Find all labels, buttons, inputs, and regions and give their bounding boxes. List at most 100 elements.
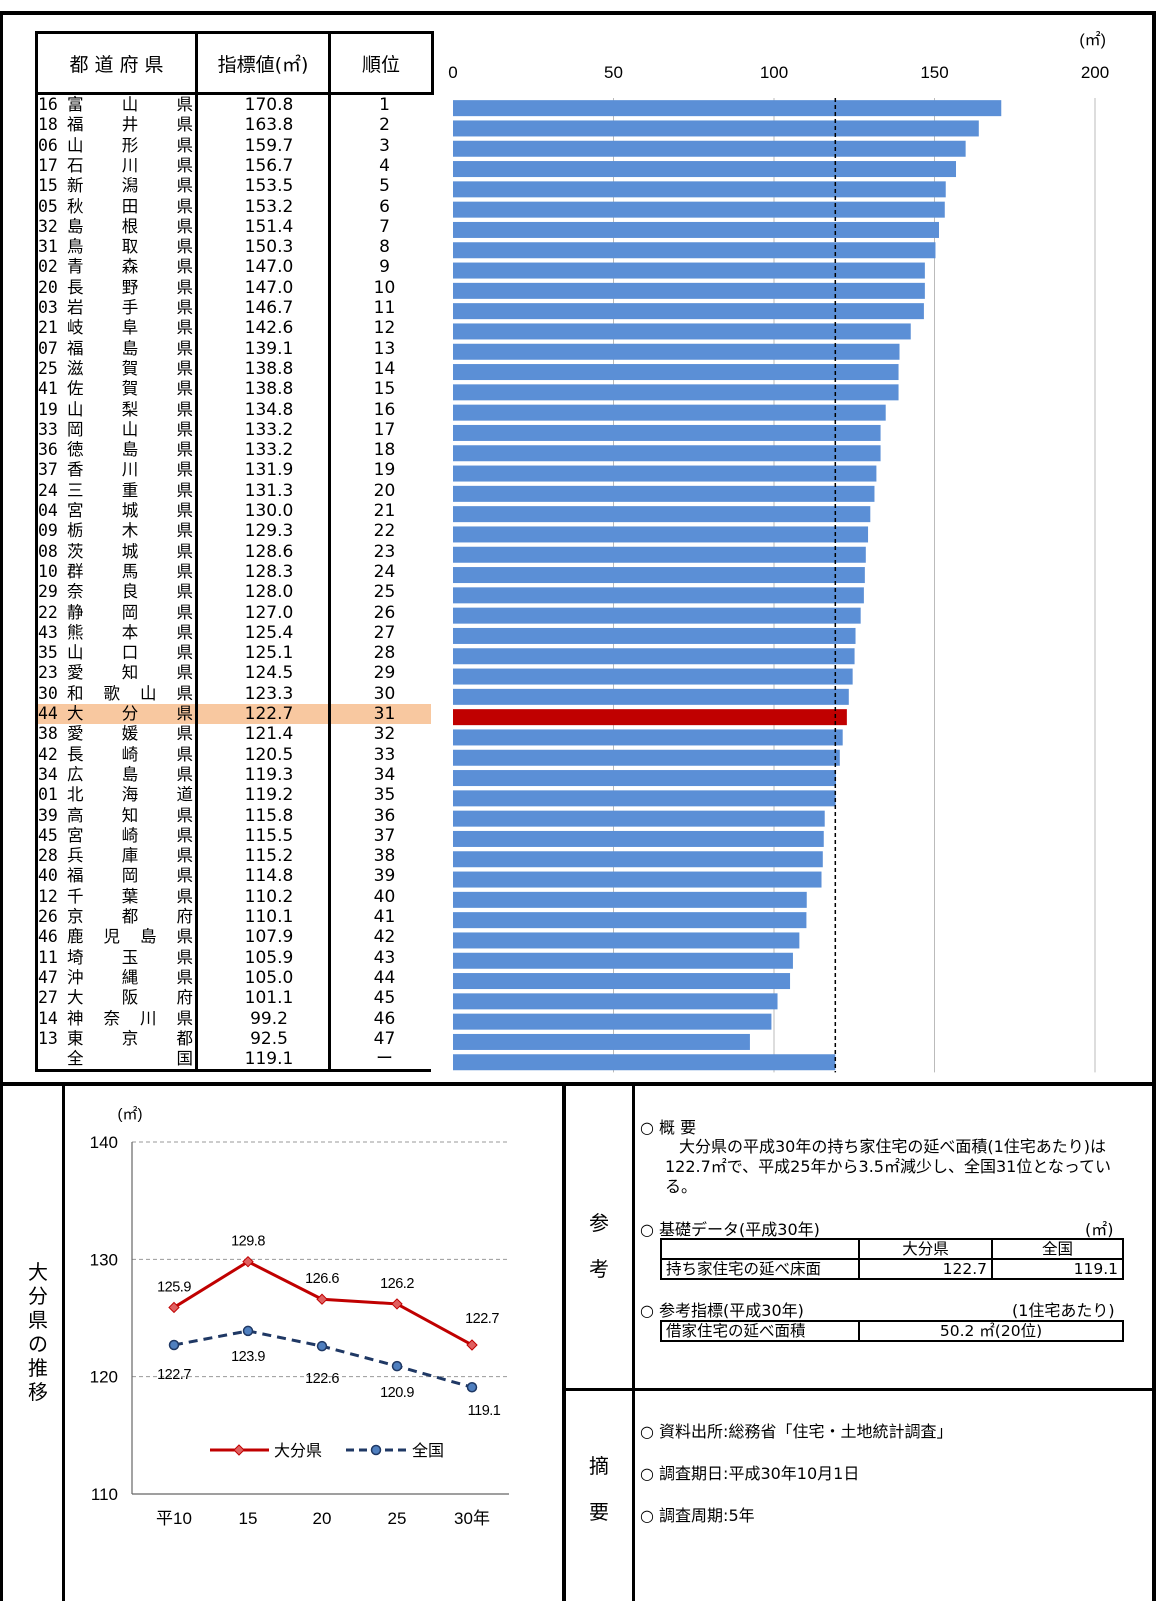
overview-text: 大分県の平成30年の持ち家住宅の延べ面積(1住宅あたり)は122.7㎡で、平成2… (665, 1137, 1112, 1196)
bar (453, 1013, 772, 1030)
bar (453, 729, 843, 746)
basic-data-title: ○ 基礎データ(平成30年) (640, 1220, 820, 1239)
pref-cell: 05 秋田県 (38, 197, 195, 217)
pref-cell: 全国 (38, 1049, 195, 1069)
rank-cell: 18 (373, 440, 396, 461)
rank-cell: 24 (373, 561, 396, 582)
pref-code: 13 (38, 1028, 58, 1048)
data-label: 125.9 (157, 1279, 191, 1295)
data-label: 122.6 (305, 1371, 339, 1387)
table-row: 02 青森県 147.0 9 (38, 257, 431, 277)
column-divider (328, 94, 331, 1072)
section-divider (62, 1086, 65, 1601)
pref-name: 神奈川県 (67, 1008, 193, 1028)
value-cell: 105.0 (244, 967, 294, 988)
rank-cell: 25 (373, 582, 396, 603)
y-tick-label: 130 (90, 1250, 118, 1269)
table-row: 04 宮城県 130.0 21 (38, 501, 431, 521)
pref-name: 滋賀県 (67, 358, 193, 378)
pref-code: 06 (38, 135, 58, 155)
bar (453, 668, 853, 685)
pref-code: 47 (38, 967, 58, 987)
bar (453, 404, 886, 421)
value-cell: 123.3 (244, 683, 294, 704)
value-cell: 142.6 (244, 318, 294, 339)
table-row: 10 群馬県 128.3 24 (38, 562, 431, 582)
rank-cell: 7 (379, 216, 390, 237)
pref-code: 07 (38, 338, 58, 358)
pref-code: 31 (38, 237, 58, 257)
table-row: 36 徳島県 133.2 18 (38, 440, 431, 460)
pref-name: 長野県 (67, 277, 193, 297)
rank-cell: 29 (373, 663, 396, 684)
rank-cell: ー (376, 1049, 393, 1070)
table-row: 30 和歌山県 123.3 30 (38, 684, 431, 704)
table-row: 09 栃木県 129.3 22 (38, 521, 431, 541)
pref-cell: 26 京都府 (38, 907, 195, 927)
unit-label: (㎡) (1079, 31, 1106, 49)
rank-cell: 3 (379, 135, 390, 156)
pref-name: 福島県 (67, 338, 193, 358)
x-tick-label: 15 (239, 1509, 258, 1528)
pref-cell: 11 埼玉県 (38, 948, 195, 968)
rank-cell: 46 (373, 1008, 396, 1029)
pref-cell: 25 滋賀県 (38, 359, 195, 379)
value-cell: 150.3 (244, 237, 294, 258)
rank-cell: 27 (373, 622, 396, 643)
rank-cell: 10 (373, 277, 396, 298)
table-row: 45 宮崎県 115.5 37 (38, 826, 431, 846)
pref-cell: 29 奈良県 (38, 582, 195, 602)
pref-name: 愛知県 (67, 663, 193, 683)
value-cell: 101.1 (244, 988, 294, 1009)
table-row: 01 北海道 119.2 35 (38, 785, 431, 805)
source-note: ○ 資料出所:総務省「住宅・土地統計調査」 (640, 1422, 953, 1441)
rank-cell: 36 (373, 805, 396, 826)
data-point (242, 1325, 254, 1337)
table-row: 07 福島県 139.1 13 (38, 339, 431, 359)
pref-cell: 21 岐阜県 (38, 318, 195, 338)
value-cell: 134.8 (244, 399, 294, 420)
pref-name: 山口県 (67, 643, 193, 663)
value-cell: 115.2 (244, 846, 294, 867)
table-row: 05 秋田県 153.2 6 (38, 197, 431, 217)
bar (453, 790, 836, 807)
pref-code: 32 (38, 216, 58, 236)
trend-line-chart: 110 120 130 140(㎡) 平10 15 20 25 30年 125.9 129.8 126… (90, 1106, 509, 1528)
pref-code: 24 (38, 480, 58, 500)
pref-code (38, 1049, 67, 1069)
pref-name: 宮城県 (67, 501, 193, 520)
pref-name: 愛媛県 (67, 724, 193, 744)
pref-code: 42 (38, 744, 58, 764)
rank-cell: 41 (373, 907, 396, 927)
pref-code: 04 (38, 501, 58, 520)
pref-code: 29 (38, 582, 58, 602)
pref-cell: 27 大阪府 (38, 988, 195, 1008)
table-cell: 借家住宅の延べ面積 (660, 1320, 860, 1342)
bar (453, 221, 939, 238)
page-frame (0, 11, 1156, 1601)
bar (453, 891, 807, 908)
bar (453, 526, 869, 543)
value-cell: 114.8 (244, 866, 294, 887)
value-cell: 119.1 (244, 1049, 294, 1070)
y-tick-label: 110 (91, 1485, 118, 1504)
pref-cell: 04 宮城県 (38, 501, 195, 521)
value-cell: 159.7 (244, 135, 294, 156)
rank-cell: 37 (373, 825, 396, 846)
table-row: 27 大阪府 101.1 45 (38, 988, 431, 1008)
table-cell (660, 1238, 860, 1260)
pref-name: 岡山県 (67, 419, 193, 439)
bar (453, 181, 946, 198)
pref-name: 岐阜県 (67, 318, 193, 338)
pref-cell: 34 広島県 (38, 765, 195, 785)
bar (453, 485, 875, 502)
bar (453, 1033, 750, 1050)
pref-cell: 37 香川県 (38, 460, 195, 480)
tekiyou-label: 摘要 (589, 1454, 609, 1524)
rank-cell: 47 (373, 1028, 396, 1049)
x-tick-label: 50 (604, 63, 623, 82)
pref-name: 熊本県 (67, 622, 193, 642)
reference-index-table: 借家住宅の延べ面積 50.2 ㎡(20位) (660, 1320, 1124, 1342)
bar (453, 424, 881, 441)
value-column-header: 指標値(㎡) (198, 34, 331, 92)
